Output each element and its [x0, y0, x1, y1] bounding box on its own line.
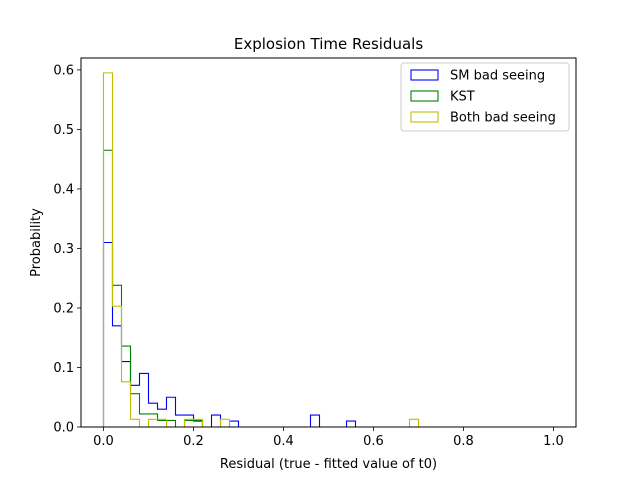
x-tick-label: 1.0 — [543, 434, 564, 449]
x-tick-label: 0.8 — [453, 434, 474, 449]
plot-frame — [80, 57, 577, 428]
y-tick-label: 0.5 — [53, 123, 74, 138]
x-tick-label: 0.0 — [93, 434, 114, 449]
y-tick-label: 0.3 — [53, 242, 74, 257]
legend-swatch — [410, 69, 439, 81]
legend-label: Both bad seeing — [450, 111, 556, 126]
y-tick-label: 0.1 — [53, 361, 74, 376]
legend-swatch — [410, 90, 439, 102]
y-axis-ticks: 0.0 0.1 0.2 0.3 0.4 0.5 0.6 — [53, 63, 81, 436]
x-axis-ticks: 0.0 0.2 0.4 0.6 0.8 1.0 — [93, 427, 564, 449]
x-tick-label: 0.2 — [183, 434, 204, 449]
series-0-histogram — [102, 241, 554, 428]
x-tick-label: 0.6 — [363, 434, 384, 449]
chart-title: Explosion Time Residuals — [234, 35, 423, 53]
series-1-histogram — [102, 149, 554, 428]
x-tick-label: 0.4 — [273, 434, 294, 449]
x-axis-label: Residual (true - fitted value of t0) — [220, 457, 437, 472]
legend-box — [400, 62, 570, 132]
y-axis-label: Probability — [29, 208, 44, 277]
legend-swatch — [410, 111, 439, 123]
y-tick-label: 0.6 — [53, 63, 74, 78]
legend-label: KST — [450, 90, 475, 105]
y-tick-label: 0.2 — [53, 301, 74, 316]
legend: SM bad seeing KST Both bad seeing — [400, 62, 570, 132]
y-tick-label: 0.4 — [53, 182, 74, 197]
y-tick-label: 0.0 — [53, 421, 74, 436]
legend-label: SM bad seeing — [450, 69, 545, 84]
